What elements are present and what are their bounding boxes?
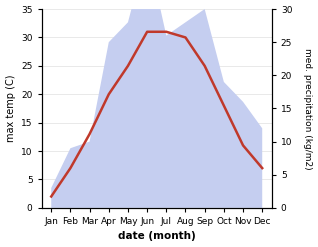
Y-axis label: med. precipitation (kg/m2): med. precipitation (kg/m2) (303, 48, 313, 169)
X-axis label: date (month): date (month) (118, 231, 196, 242)
Y-axis label: max temp (C): max temp (C) (5, 75, 16, 142)
